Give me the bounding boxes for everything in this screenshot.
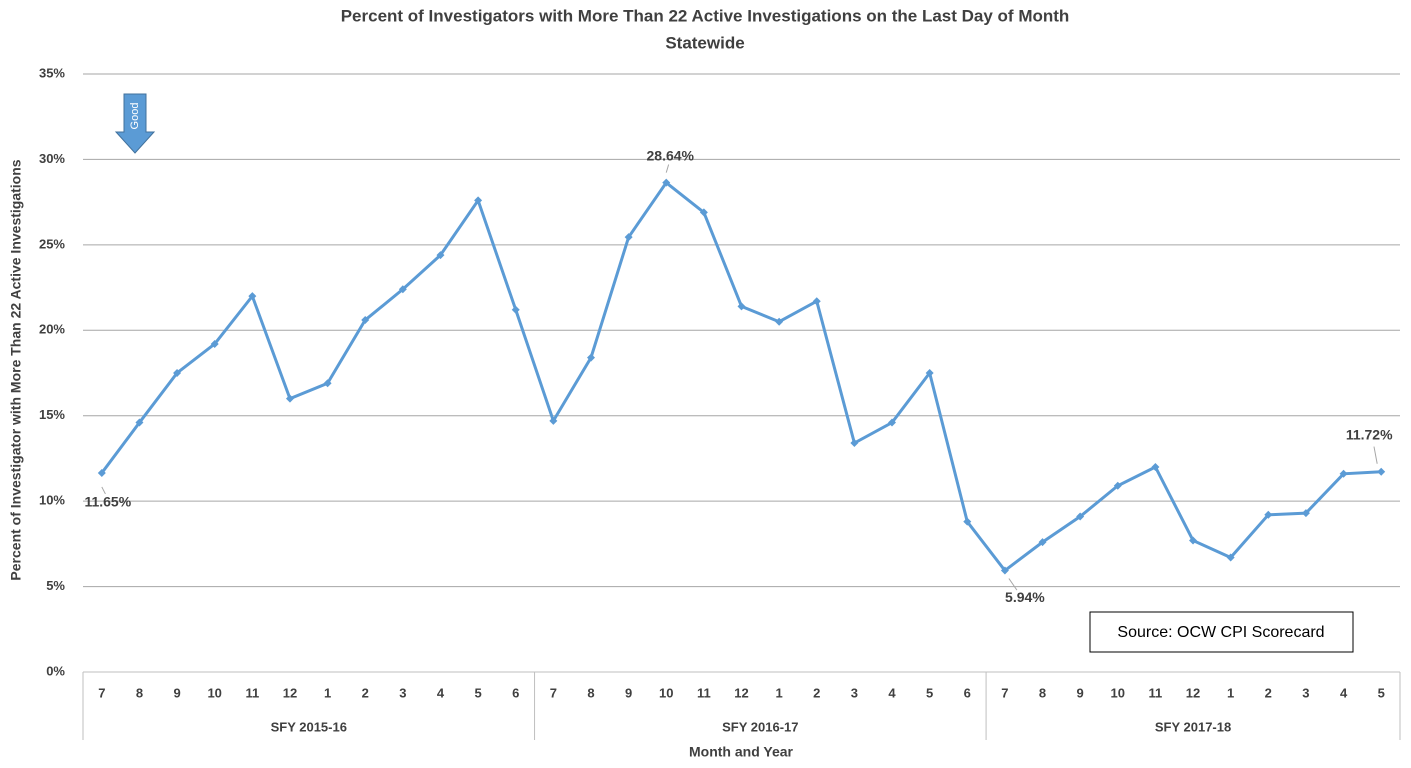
x-tick-label: 2 bbox=[362, 685, 369, 700]
marker bbox=[97, 468, 106, 477]
marker bbox=[662, 178, 671, 187]
x-tick-label: 5 bbox=[474, 685, 481, 700]
x-tick-label: 11 bbox=[697, 685, 711, 700]
marker bbox=[850, 439, 859, 448]
x-tick-label: 12 bbox=[734, 685, 748, 700]
source-box bbox=[1089, 611, 1354, 653]
marker bbox=[775, 317, 784, 326]
group-label: SFY 2017-18 bbox=[1155, 719, 1231, 734]
chart-title: Percent of Investigators with More Than … bbox=[341, 6, 1070, 25]
marker bbox=[1264, 510, 1273, 519]
leader-line bbox=[665, 164, 670, 173]
marker bbox=[549, 416, 558, 425]
marker bbox=[586, 353, 595, 362]
x-tick-label: 9 bbox=[1077, 685, 1084, 700]
x-tick-label: 7 bbox=[1001, 685, 1008, 700]
group-label: SFY 2015-16 bbox=[271, 719, 347, 734]
marker bbox=[323, 379, 332, 388]
data-label: 11.65% bbox=[84, 494, 131, 510]
marker bbox=[135, 418, 144, 427]
x-tick-label: 3 bbox=[399, 685, 406, 700]
marker bbox=[361, 316, 370, 325]
y-tick-label: 35% bbox=[39, 65, 65, 80]
marker bbox=[1339, 469, 1348, 478]
marker bbox=[210, 339, 219, 348]
marker bbox=[1076, 512, 1085, 521]
marker bbox=[173, 369, 182, 377]
y-tick-label: 10% bbox=[39, 493, 65, 508]
x-tick-label: 10 bbox=[659, 685, 673, 700]
y-tick-label: 15% bbox=[39, 407, 65, 422]
marker bbox=[737, 302, 746, 311]
good-label: Good bbox=[129, 103, 141, 130]
y-axis-title: Percent of Investigator with More Than 2… bbox=[8, 159, 24, 580]
marker bbox=[1301, 509, 1310, 518]
x-tick-label: 3 bbox=[851, 685, 858, 700]
x-tick-label: 11 bbox=[1149, 685, 1163, 700]
leader-line bbox=[1008, 578, 1018, 591]
x-tick-label: 10 bbox=[1111, 685, 1125, 700]
marker bbox=[1000, 566, 1009, 575]
x-tick-label: 5 bbox=[1378, 685, 1385, 700]
marker bbox=[1038, 538, 1047, 547]
chart-subtitle: Statewide bbox=[665, 33, 744, 52]
marker bbox=[285, 394, 294, 403]
line bbox=[100, 180, 1382, 573]
x-tick-label: 8 bbox=[587, 685, 594, 700]
y-tick-label: 5% bbox=[46, 578, 65, 593]
marker bbox=[1226, 553, 1235, 562]
x-tick-label: 2 bbox=[1265, 685, 1272, 700]
x-tick-label: 1 bbox=[324, 685, 331, 700]
marker bbox=[963, 517, 972, 526]
marker bbox=[398, 285, 407, 294]
marker bbox=[699, 208, 708, 217]
data-label: 11.72% bbox=[1346, 426, 1393, 442]
x-tick-label: 9 bbox=[625, 685, 632, 700]
x-tick-label: 3 bbox=[1302, 685, 1309, 700]
x-tick-label: 4 bbox=[437, 685, 445, 700]
marker bbox=[436, 251, 445, 260]
x-tick-label: 1 bbox=[1227, 685, 1234, 700]
x-axis-title: Month and Year bbox=[689, 744, 794, 760]
marker bbox=[1189, 536, 1198, 545]
data-label: 28.64% bbox=[647, 147, 695, 163]
y-tick-label: 30% bbox=[39, 151, 65, 166]
x-tick-label: 1 bbox=[776, 685, 783, 700]
leader-line bbox=[1373, 446, 1378, 464]
x-tick-label: 7 bbox=[98, 685, 105, 700]
x-tick-label: 11 bbox=[245, 685, 259, 700]
leader-line bbox=[101, 486, 106, 495]
marker bbox=[1377, 467, 1386, 476]
x-tick-label: 4 bbox=[1340, 685, 1348, 700]
data-label: 5.94% bbox=[1005, 589, 1045, 605]
x-tick-label: 8 bbox=[136, 685, 143, 700]
marker bbox=[511, 305, 520, 314]
y-tick-label: 0% bbox=[46, 663, 65, 678]
source-label: Source: OCW CPI Scorecard bbox=[1117, 624, 1324, 641]
marker bbox=[248, 292, 257, 301]
group-label: SFY 2016-17 bbox=[722, 719, 798, 734]
marker bbox=[888, 418, 897, 427]
x-tick-label: 12 bbox=[1186, 685, 1200, 700]
x-tick-label: 9 bbox=[173, 685, 180, 700]
x-tick-label: 6 bbox=[964, 685, 971, 700]
y-tick-label: 20% bbox=[39, 322, 65, 337]
marker bbox=[474, 196, 483, 205]
x-tick-label: 4 bbox=[888, 685, 896, 700]
marker bbox=[812, 297, 821, 306]
marker bbox=[1113, 481, 1122, 490]
x-tick-label: 2 bbox=[813, 685, 820, 700]
x-tick-label: 8 bbox=[1039, 685, 1046, 700]
marker bbox=[624, 233, 633, 242]
x-tick-label: 7 bbox=[550, 685, 557, 700]
x-tick-label: 10 bbox=[207, 685, 221, 700]
marker bbox=[1151, 462, 1160, 471]
x-tick-label: 12 bbox=[283, 685, 297, 700]
x-tick-label: 6 bbox=[512, 685, 519, 700]
marker bbox=[925, 369, 934, 377]
x-tick-label: 5 bbox=[926, 685, 933, 700]
good-arrow bbox=[114, 93, 156, 154]
y-tick-label: 25% bbox=[39, 236, 65, 251]
